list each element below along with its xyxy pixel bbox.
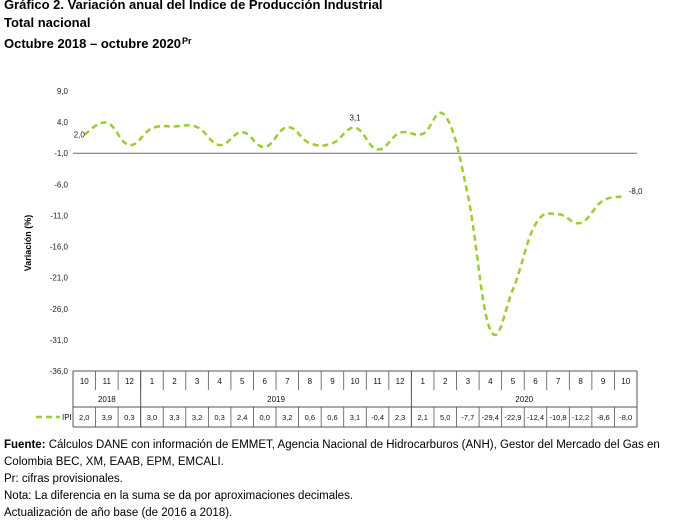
- value-label: 3,9: [102, 413, 112, 422]
- value-label: 0,6: [305, 413, 315, 422]
- value-label: 2,4: [237, 413, 247, 422]
- ipi-line-chart: 9,0 4,0 -1,0 -6,0 -11,0 -16,0 -21,0 -26,0 -31,0 -…: [23, 87, 643, 428]
- chart-title-text: Gráfico 2. Variación anual del Índice de…: [4, 0, 383, 12]
- y-tick-label: 9,0: [57, 87, 69, 96]
- data-annotations: 2,0 3,1 -8,0: [74, 114, 643, 196]
- value-label: 2,3: [395, 413, 405, 422]
- year-label: 2019: [267, 395, 285, 404]
- annotation-label: -8,0: [629, 187, 643, 196]
- difference-note: Nota: La diferencia en la suma se da por…: [4, 490, 354, 502]
- year-label: 2020: [515, 395, 533, 404]
- value-label: 3,3: [169, 413, 179, 422]
- legend-label: IPI: [62, 413, 72, 422]
- chart-period: Octubre 2018 – octubre 2020Pr: [4, 36, 192, 52]
- month-label: 2: [443, 377, 448, 386]
- value-label: 0,3: [124, 413, 134, 422]
- source-text: Cálculos DANE con información de EMMET, …: [4, 439, 660, 468]
- month-label: 6: [263, 377, 268, 386]
- value-label: -12,4: [527, 413, 544, 422]
- y-tick-label: -1,0: [54, 149, 68, 158]
- y-axis-label: Variación (%): [23, 215, 33, 272]
- month-label: 6: [533, 377, 538, 386]
- month-label: 4: [217, 377, 222, 386]
- year-label: 2018: [98, 395, 116, 404]
- chart-notes: Fuente: Cálculos DANE con información de…: [4, 437, 676, 522]
- value-label: 2,1: [417, 413, 427, 422]
- value-label: -0,4: [371, 413, 384, 422]
- month-label: 8: [308, 377, 313, 386]
- month-label: 9: [330, 377, 335, 386]
- y-axis-ticks: 9,0 4,0 -1,0 -6,0 -11,0 -16,0 -21,0 -26,0 -31,0 -…: [50, 87, 69, 376]
- month-label: 4: [488, 377, 493, 386]
- chart-title: Gráfico 2. Variación anual del Índice de…: [4, 0, 383, 13]
- y-tick-label: -31,0: [50, 336, 69, 345]
- month-label: 12: [396, 377, 405, 386]
- value-label: -12,2: [572, 413, 589, 422]
- month-label: 8: [578, 377, 583, 386]
- value-label: 0,0: [260, 413, 270, 422]
- month-label: 12: [125, 377, 134, 386]
- month-label: 3: [195, 377, 200, 386]
- value-label: -8,6: [597, 413, 610, 422]
- source-label: Fuente:: [4, 439, 46, 451]
- value-label: -8,0: [619, 413, 632, 422]
- month-label: 1: [420, 377, 425, 386]
- value-label: -29,4: [482, 413, 499, 422]
- value-label: 2,0: [79, 413, 89, 422]
- y-tick-label: -36,0: [50, 367, 69, 376]
- value-label: 0,3: [214, 413, 224, 422]
- annotation-label: 3,1: [349, 114, 361, 123]
- month-label: 3: [466, 377, 471, 386]
- value-label: 3,2: [192, 413, 202, 422]
- month-label: 2: [172, 377, 177, 386]
- chart-subtitle: Total nacional: [4, 15, 90, 31]
- value-label: 3,1: [350, 413, 360, 422]
- month-label: 5: [511, 377, 516, 386]
- y-tick-label: -26,0: [50, 305, 69, 314]
- month-label: 11: [103, 377, 112, 386]
- base-year-note: Actualización de año base (de 2016 a 201…: [4, 507, 233, 519]
- source-note: Fuente: Cálculos DANE con información de…: [4, 437, 676, 471]
- value-label: -10,8: [549, 413, 566, 422]
- month-label: 1: [150, 377, 155, 386]
- value-label: 3,0: [147, 413, 157, 422]
- value-label: -7,7: [461, 413, 474, 422]
- month-label: 10: [80, 377, 89, 386]
- chart-period-superscript: Pr: [182, 36, 192, 46]
- ipi-series-line: [83, 111, 626, 337]
- chart-period-text: Octubre 2018 – octubre 2020: [4, 36, 182, 51]
- y-tick-label: 4,0: [57, 118, 69, 127]
- value-label: 5,0: [440, 413, 450, 422]
- y-tick-label: -11,0: [50, 211, 68, 220]
- value-label: -22,9: [504, 413, 521, 422]
- annotation-label: 2,0: [74, 131, 86, 140]
- month-label: 5: [240, 377, 245, 386]
- month-label: 10: [351, 377, 360, 386]
- provisional-note: Pr: cifras provisionales.: [4, 473, 123, 485]
- month-label: 7: [285, 377, 290, 386]
- month-label: 7: [556, 377, 561, 386]
- value-label: 0,6: [327, 413, 337, 422]
- month-label: 11: [373, 377, 382, 386]
- y-tick-label: -16,0: [50, 243, 69, 252]
- month-label: 10: [621, 377, 630, 386]
- y-tick-label: -21,0: [50, 274, 69, 283]
- y-tick-label: -6,0: [54, 180, 68, 189]
- chart-subtitle-text: Total nacional: [4, 15, 91, 30]
- value-label: 3,2: [282, 413, 292, 422]
- month-label: 9: [601, 377, 606, 386]
